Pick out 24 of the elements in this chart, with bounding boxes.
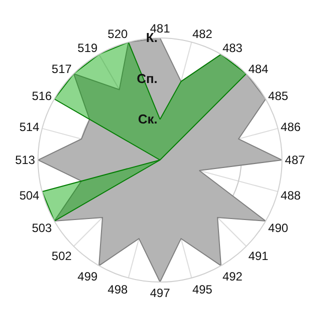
y-tick-label: Ск. xyxy=(138,112,158,127)
spoke-label: 520 xyxy=(108,27,128,42)
spoke-label: 514 xyxy=(19,120,40,134)
spoke-label: 486 xyxy=(280,120,301,134)
spoke-label: 488 xyxy=(280,188,301,202)
spoke-label: 513 xyxy=(15,153,36,168)
spoke-label: 485 xyxy=(268,88,289,103)
spoke-label: 519 xyxy=(78,40,98,55)
spoke-label: 502 xyxy=(52,248,72,263)
spoke-label: 490 xyxy=(268,221,289,236)
spoke-label: 492 xyxy=(222,270,243,284)
spoke-label: 498 xyxy=(108,282,128,296)
spoke-label: 499 xyxy=(78,270,98,284)
spoke-label: 484 xyxy=(248,62,269,76)
spoke-label: 491 xyxy=(248,248,269,263)
spoke-label: 487 xyxy=(284,153,306,168)
spoke-label: 503 xyxy=(32,221,52,236)
spoke-label: 497 xyxy=(150,286,170,300)
spoke-label: 495 xyxy=(192,282,213,296)
spoke-label: 517 xyxy=(52,62,72,76)
spoke-label: 482 xyxy=(192,27,213,42)
spoke-label: 516 xyxy=(32,88,52,103)
spoke-label: 483 xyxy=(222,40,243,55)
spoke-label: 504 xyxy=(19,188,40,202)
